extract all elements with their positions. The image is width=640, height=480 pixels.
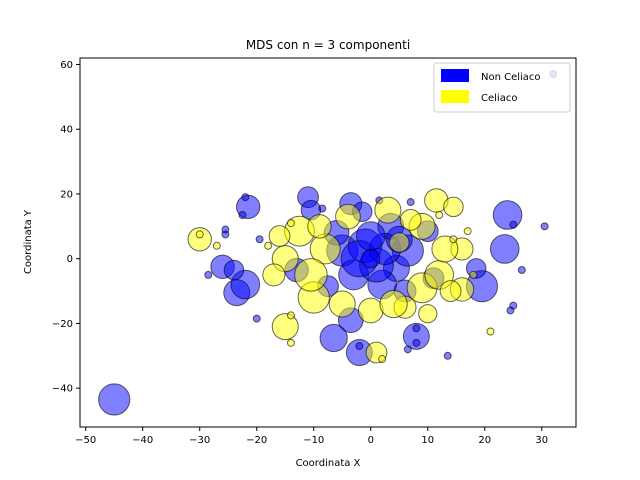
point-celiaco	[307, 214, 332, 239]
x-tick-label: −30	[189, 435, 210, 446]
y-tick-label: 20	[60, 189, 73, 200]
point-non-celiaco	[443, 351, 452, 360]
y-axis-ticks: −40 −20 0 20 40 60	[52, 60, 80, 395]
chart-title: MDS con n = 3 componenti	[246, 38, 410, 52]
point-celiaco	[439, 280, 462, 302]
y-tick-label: 0	[67, 254, 73, 265]
point-celiaco	[389, 232, 410, 253]
point-celiaco	[286, 338, 295, 347]
x-axis-label: Coordinata X	[296, 458, 361, 469]
legend: Non Celiaco Celiaco	[433, 62, 571, 113]
point-non-celiaco	[204, 270, 213, 279]
point-celiaco	[187, 227, 212, 252]
point-celiaco	[374, 196, 402, 224]
point-celiaco	[357, 297, 384, 324]
y-axis-label: Coordinata Y	[23, 209, 34, 274]
point-celiaco	[418, 304, 438, 324]
point-celiaco	[212, 241, 221, 250]
point-celiaco	[378, 355, 387, 364]
x-tick-label: 20	[478, 435, 491, 446]
point-celiaco	[463, 227, 472, 236]
point-celiaco	[379, 289, 408, 319]
point-non-celiaco	[402, 322, 430, 350]
legend-label-celiaco: Celiaco	[481, 93, 517, 104]
x-tick-label: 30	[535, 435, 548, 446]
point-non-celiaco	[489, 234, 520, 264]
legend-swatch-celiaco	[441, 90, 469, 103]
x-tick-label: −50	[75, 435, 96, 446]
point-celiaco	[294, 258, 328, 292]
legend-label-non-celiaco: Non Celiaco	[481, 72, 541, 83]
point-celiaco	[262, 263, 286, 287]
point-non-celiaco	[540, 222, 549, 231]
point-celiaco	[469, 270, 478, 279]
y-tick-label: 60	[60, 60, 73, 71]
plot-frame	[79, 57, 577, 428]
point-non-celiaco	[221, 225, 230, 234]
y-tick-label: −40	[52, 384, 73, 395]
point-celiaco	[271, 313, 299, 341]
point-celiaco	[195, 230, 204, 239]
y-tick-label: 40	[60, 125, 73, 136]
x-tick-label: −20	[246, 435, 267, 446]
point-celiaco	[268, 225, 291, 247]
point-celiaco	[335, 203, 361, 230]
x-tick-label: 0	[368, 435, 374, 446]
point-non-celiaco	[517, 266, 526, 275]
x-axis-ticks: −50 −40 −30 −20 −10 0 10 20 30	[75, 427, 548, 446]
point-non-celiaco	[255, 235, 264, 244]
point-non-celiaco	[506, 306, 515, 315]
point-non-celiaco	[318, 204, 327, 213]
point-celiaco	[399, 208, 422, 231]
point-non-celiaco	[412, 324, 421, 333]
point-non-celiaco	[412, 338, 421, 347]
point-non-celiaco	[223, 259, 245, 281]
point-celiaco	[449, 235, 458, 244]
x-tick-label: −10	[303, 435, 324, 446]
point-non-celiaco	[238, 210, 247, 219]
point-non-celiaco	[98, 383, 131, 416]
point-celiaco	[443, 196, 464, 218]
point-non-celiaco	[355, 221, 386, 251]
y-tick-label: −20	[52, 319, 73, 330]
point-non-celiaco	[355, 342, 364, 351]
point-non-celiaco	[361, 249, 381, 269]
point-celiaco	[264, 241, 273, 250]
point-non-celiaco	[403, 345, 412, 354]
point-celiaco	[486, 327, 495, 336]
point-celiaco	[286, 219, 295, 228]
point-non-celiaco	[241, 193, 250, 202]
point-non-celiaco	[509, 220, 518, 229]
x-tick-label: −40	[132, 435, 153, 446]
scatter-points	[98, 70, 558, 416]
point-non-celiaco	[252, 314, 261, 323]
x-tick-label: 10	[421, 435, 434, 446]
point-celiaco	[328, 290, 356, 318]
point-celiaco	[286, 311, 295, 320]
point-celiaco	[435, 210, 444, 219]
legend-swatch-non-celiaco	[441, 69, 469, 82]
point-non-celiaco	[319, 323, 348, 353]
point-non-celiaco	[492, 200, 523, 230]
point-non-celiaco	[406, 198, 415, 207]
